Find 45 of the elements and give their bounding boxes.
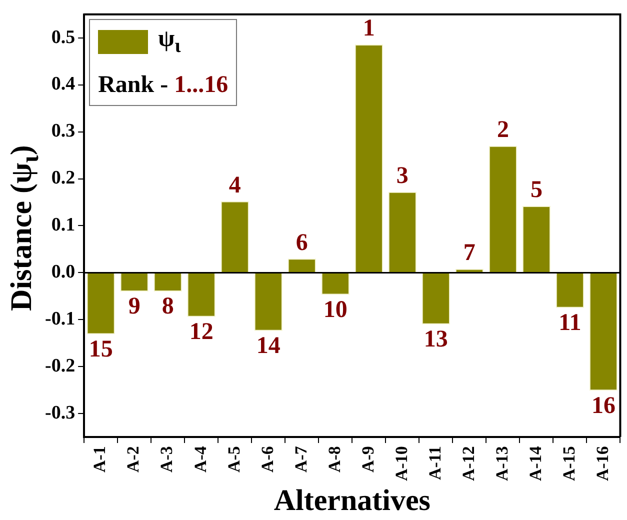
x-tick-label: A-11 [425,446,444,480]
x-tick-label: A-13 [492,446,512,482]
annotation: 11 [558,310,582,336]
y-tick-label: 0.3 [51,120,76,142]
legend-label: ψ$_{ι}$ [158,26,181,58]
y-tick-label: 0.4 [51,74,76,95]
annotation: 12 [189,319,214,346]
x-tick-label: A-3 [157,446,176,473]
annotation: 14 [256,333,280,360]
annotation: 7 [463,240,476,266]
annotation: 9 [128,294,140,320]
y-tick-label: -0.3 [45,402,76,424]
annotation: 1...16 [174,72,228,98]
annotation: 5 [530,177,542,204]
x-tick-label: A-5 [224,446,244,473]
annotation: 3 [396,163,408,190]
x-tick-label: A-16 [592,446,612,482]
annotation: 13 [424,326,448,353]
y-tick-label: 0.1 [51,214,76,236]
x-tick-label: A-6 [258,446,277,473]
annotation: Rank - [98,72,170,98]
annotation: 16 [591,392,616,419]
y-tick-label: 0.5 [51,26,76,48]
x-tick-label: A-12 [458,446,478,482]
annotation: 1 [362,16,375,42]
y-tick-label: 0.2 [51,168,76,189]
x-tick-label: A-14 [526,446,545,482]
x-tick-label: A-2 [124,446,143,473]
y-tick-label: -0.2 [45,356,76,377]
x-tick-label: A-9 [358,446,378,473]
x-tick-label: A-8 [324,446,344,473]
annotation: 4 [228,172,241,199]
x-tick-label: A-1 [90,446,110,473]
x-tick-label: A-15 [559,446,578,482]
annotation: 8 [162,294,174,320]
y-tick-label: 0.0 [51,262,76,283]
x-axis-title: Alternatives [274,484,430,517]
annotation: 10 [323,296,348,323]
x-tick-label: A-4 [190,446,210,473]
annotation: 2 [496,117,509,144]
y-tick-label: -0.1 [45,308,76,330]
annotation: 6 [296,230,308,256]
x-tick-label: A-10 [392,446,411,482]
annotation: 15 [88,336,113,362]
x-tick-label: A-7 [291,446,310,473]
